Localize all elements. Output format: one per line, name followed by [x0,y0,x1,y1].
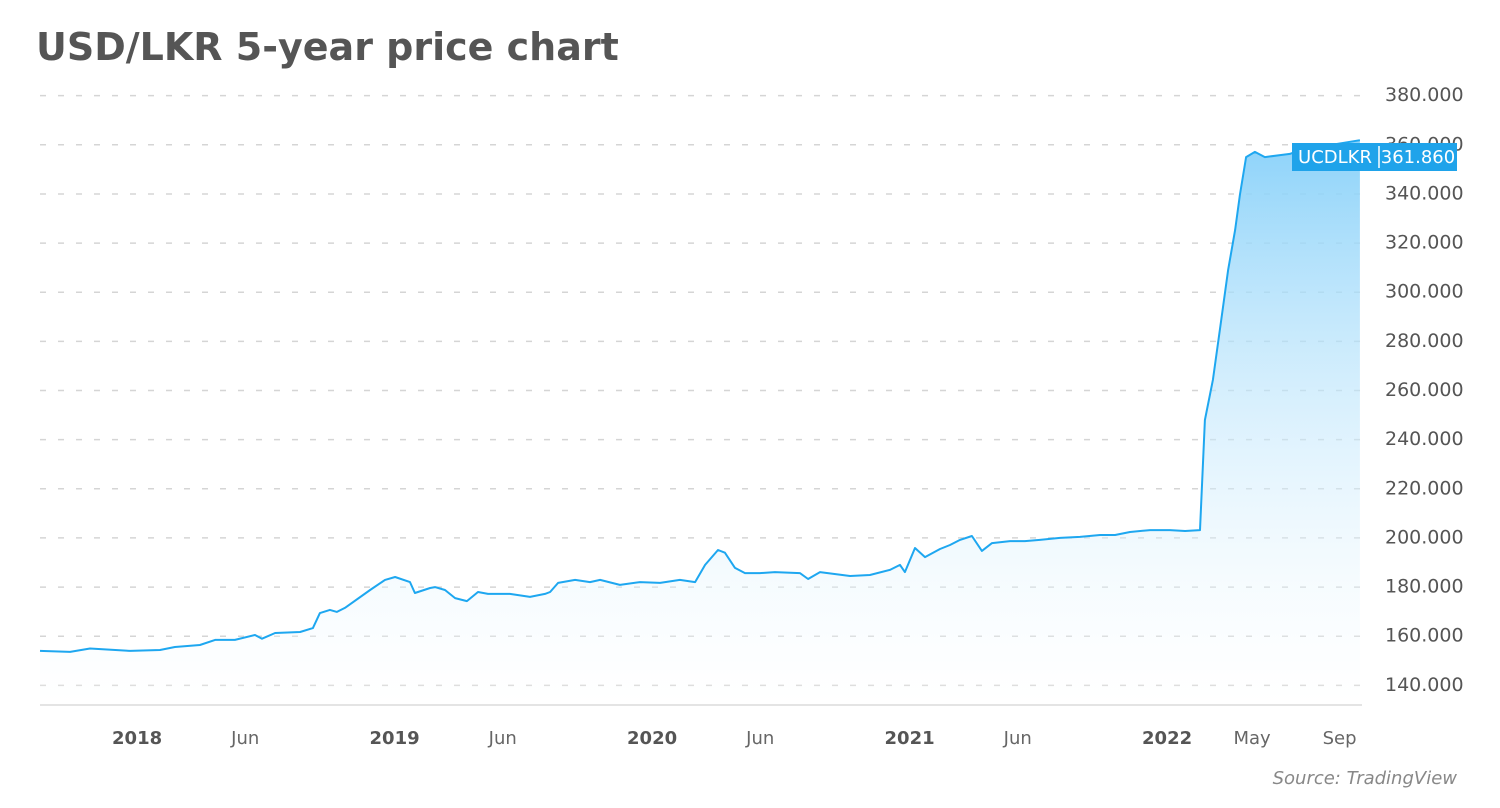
area [40,140,1360,705]
y-tick-label: 380.000 [1385,84,1464,106]
y-tick-label: 300.000 [1385,281,1464,303]
tag-name: UCDLKR [1298,147,1372,168]
x-tick-label: Sep [1323,728,1357,749]
y-tick-label: 320.000 [1385,232,1464,254]
x-tick-label: Jun [1003,728,1032,749]
x-tick-label: Jun [488,728,517,749]
tag-box [1292,143,1457,171]
line [39,139,1361,653]
x-tick-label: 2022 [1142,728,1192,749]
price-tag: UCDLKR 361.860 [1292,143,1457,171]
x-tick-label: Jun [745,728,774,749]
y-tick-label: 160.000 [1385,625,1464,647]
x-tick-label: 2019 [370,728,420,749]
y-tick-label: 340.000 [1385,182,1464,204]
y-tick-label: 240.000 [1385,428,1464,450]
source: Source: TradingView [1273,768,1458,789]
chart-title: USD/LKR 5-year price chart [36,25,619,69]
y-tick-label: 200.000 [1385,526,1464,548]
y-tick-label: 220.000 [1385,477,1464,499]
x-tick-label: 2021 [885,728,935,749]
y-ticks: 140.000 160.000 180.000 200.000 220.000 240.0… [1385,84,1464,696]
y-tick-label: 180.000 [1385,576,1464,598]
x-tick-label: 2018 [112,728,162,749]
x-ticks: 2018 Jun 2019 Jun 2020 Jun 2021 Jun 2022 May Sep [112,728,1357,749]
plot [39,139,1361,705]
x-tick-label: Jun [230,728,259,749]
x-tick-label: 2020 [627,728,677,749]
x-tick-label: May [1233,728,1271,749]
y-tick-label: 280.000 [1385,330,1464,352]
y-tick-label: 260.000 [1385,379,1464,401]
y-tick-label: 140.000 [1385,674,1464,696]
tag-value: 361.860 [1381,147,1455,168]
